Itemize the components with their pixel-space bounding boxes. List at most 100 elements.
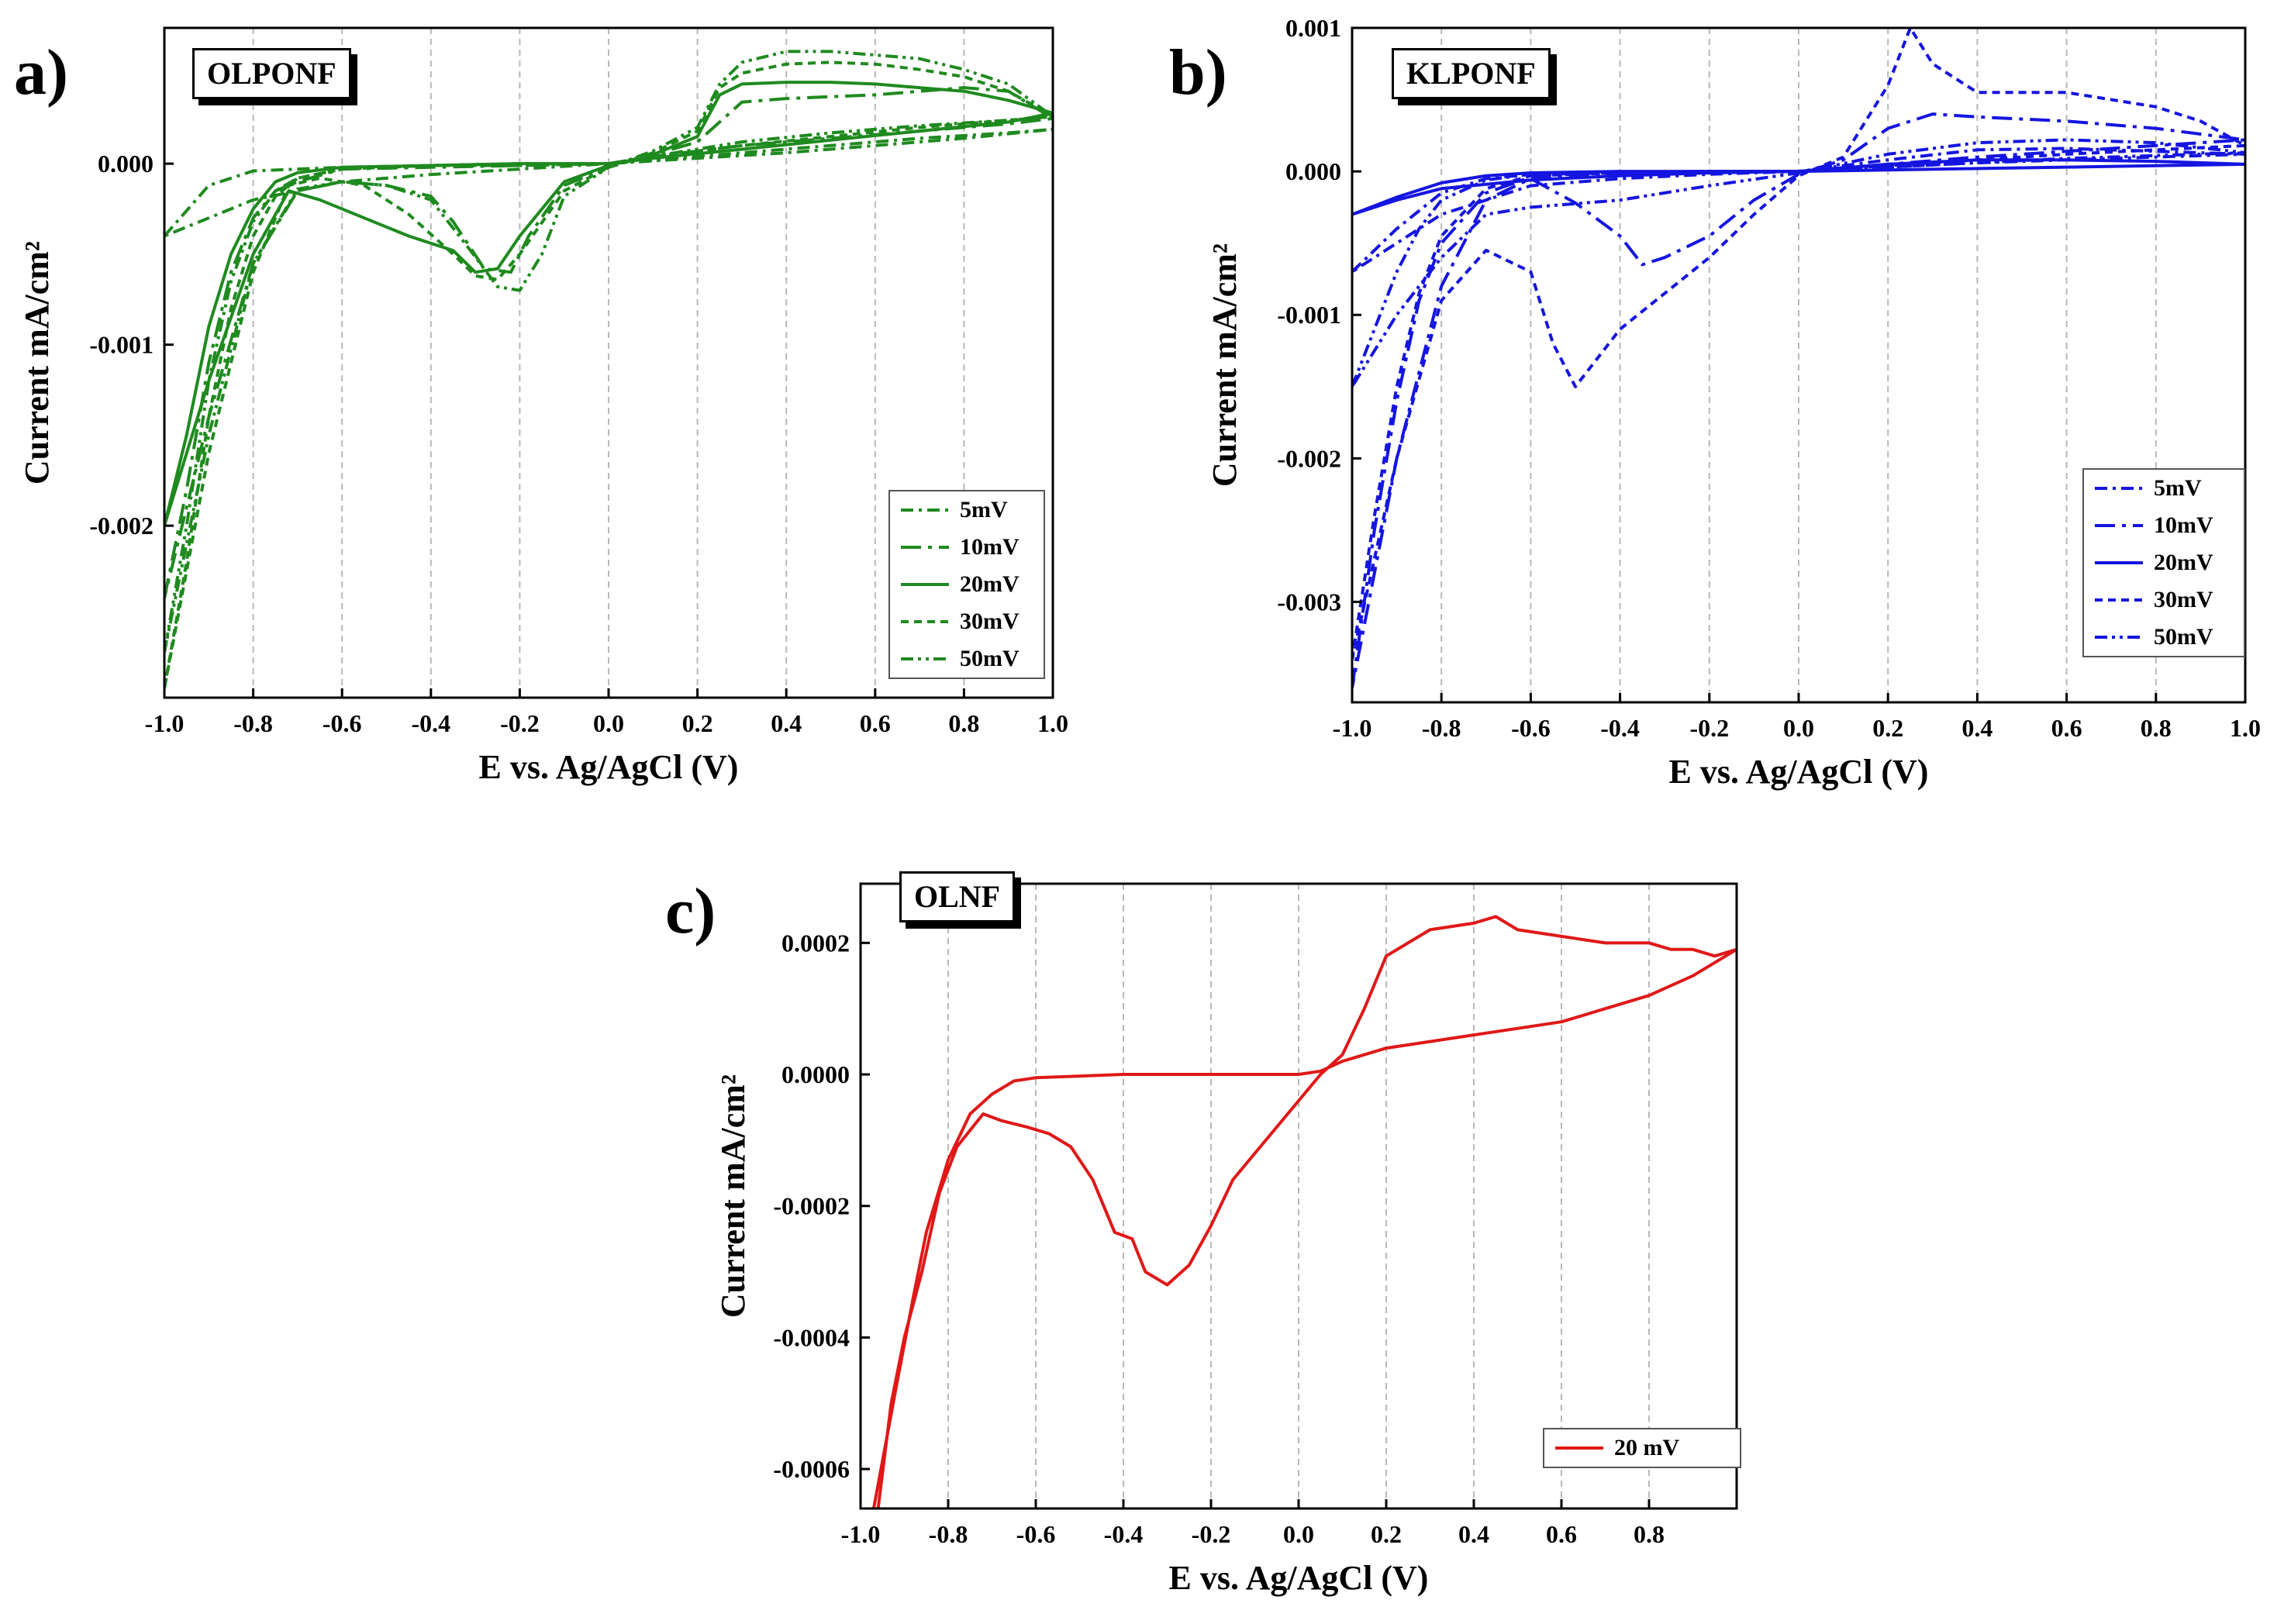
x-axis-title: E vs. Ag/AgCl (V) <box>1669 753 1929 791</box>
legend-swatch <box>1555 1446 1603 1450</box>
x-tick-label: -0.6 <box>1511 714 1551 742</box>
legend-entry: 5mV <box>2084 470 2244 507</box>
x-tick-label: -0.4 <box>1104 1520 1144 1548</box>
chart-c: -1.0 -0.8 -0.6 -0.4 -0.2 0.0 0.2 0.4 0.6 0.8 0.000… <box>714 882 1738 1597</box>
legend-b: 5mV 10mV 20mV 30mV 50mV <box>2082 468 2245 657</box>
legend-entry: 20 mV <box>1544 1429 1740 1467</box>
y-tick-label: 0.0000 <box>781 1060 850 1088</box>
legend-swatch <box>2095 636 2143 639</box>
x-tick-label: -1.0 <box>841 1520 881 1548</box>
legend-swatch <box>2095 598 2143 602</box>
sample-tag-c: OLNF <box>899 871 1016 922</box>
y-axis-title: Current mA/cm² <box>714 1074 752 1318</box>
series-line-20mv <box>871 915 1737 1508</box>
legend-label: 10mV <box>960 534 1020 560</box>
legend-entry: 50mV <box>2084 619 2244 656</box>
x-tick-label: -0.2 <box>500 709 540 737</box>
legend-entry: 50mV <box>890 640 1044 678</box>
legend-entry: 20mV <box>2084 544 2244 581</box>
panel-letter-b: b) <box>1169 36 1227 109</box>
series-line-50mv <box>164 50 1053 653</box>
x-tick-label: -0.8 <box>233 709 273 737</box>
x-tick-label: 1.0 <box>1037 709 1068 737</box>
y-tick-label: -0.001 <box>1277 301 1341 329</box>
legend-label: 5mV <box>960 497 1008 522</box>
legend-label: 20mV <box>960 571 1020 597</box>
legend-label: 30mV <box>2154 587 2213 612</box>
legend-swatch <box>2095 524 2143 527</box>
legend-a: 5mV 10mV 20mV 30mV 50mV <box>888 490 1045 679</box>
x-axis-title: E vs. Ag/AgCl (V) <box>479 748 739 786</box>
x-tick-label: 1.0 <box>2230 714 2261 742</box>
y-tick-label: -0.002 <box>89 512 154 540</box>
legend-entry: 10mV <box>890 529 1044 566</box>
legend-swatch <box>901 620 949 623</box>
x-tick-label: 0.4 <box>1961 714 1992 742</box>
x-tick-label: 0.4 <box>1458 1520 1489 1548</box>
legend-label: 20 mV <box>1614 1435 1680 1460</box>
x-tick-label: 0.8 <box>1634 1520 1665 1548</box>
y-tick-label: -0.0006 <box>773 1455 850 1483</box>
legend-c: 20 mV <box>1543 1428 1741 1468</box>
legend-label: 20mV <box>2154 550 2213 575</box>
y-axis-title: Current mA/cm² <box>18 241 56 484</box>
series-line-30mv <box>1352 28 2245 660</box>
chart-b: -1.0 -0.8 -0.6 -0.4 -0.2 0.0 0.2 0.4 0.6 0.8 1.0 0.… <box>1206 14 2261 791</box>
panel-b: b) -1.0 -0.8 -0.6 -0.4 -0.2 0.0 0.2 0.4 0.6 0.8 1.… <box>1155 0 2284 806</box>
x-tick-label: 0.2 <box>1872 714 1903 742</box>
legend-swatch <box>901 657 949 660</box>
x-tick-label: 0.8 <box>948 709 979 737</box>
panel-letter-a: a) <box>14 36 68 109</box>
x-tick-label: 0.6 <box>1546 1520 1577 1548</box>
legend-label: 50mV <box>2154 624 2213 650</box>
legend-swatch <box>2095 487 2143 490</box>
y-tick-label: -0.0004 <box>773 1323 850 1351</box>
legend-entry: 30mV <box>890 603 1044 640</box>
legend-entry: 10mV <box>2084 507 2244 544</box>
legend-entry: 30mV <box>2084 581 2244 619</box>
x-tick-label: 0.0 <box>1283 1520 1314 1548</box>
legend-entry: 5mV <box>890 491 1044 529</box>
panel-a: a) -1.0 -0.8 -0.6 -0.4 -0.2 0.0 0.2 0.4 0.6 0.8 1.… <box>0 0 1116 806</box>
series-line-10mv <box>1352 112 2245 688</box>
x-tick-label: -0.8 <box>1422 714 1461 742</box>
sample-tag-b: KLPONF <box>1392 48 1551 99</box>
y-tick-label: 0.000 <box>1285 157 1341 185</box>
x-tick-label: -0.6 <box>1016 1520 1056 1548</box>
legend-entry: 20mV <box>890 566 1044 603</box>
x-axis-title: E vs. Ag/AgCl (V) <box>1169 1559 1429 1597</box>
x-tick-label: 0.0 <box>593 709 624 737</box>
sample-tag-a: OLPONF <box>192 48 351 99</box>
panel-letter-c: c) <box>665 875 716 947</box>
plot-frame <box>859 882 1738 1510</box>
x-tick-label: -0.4 <box>1600 714 1640 742</box>
x-tick-label: -0.8 <box>929 1520 968 1548</box>
x-tick-label: -1.0 <box>145 709 185 737</box>
series-line-20mv <box>164 81 1053 526</box>
y-tick-label: -0.001 <box>89 331 154 359</box>
panel-c: c) -1.0 -0.8 -0.6 -0.4 -0.2 0.0 0.2 0.4 0.6 0.8 0.… <box>651 837 1768 1624</box>
x-tick-label: 0.6 <box>860 709 891 737</box>
x-tick-label: -0.6 <box>323 709 362 737</box>
legend-label: 50mV <box>960 646 1020 671</box>
legend-swatch <box>901 546 949 549</box>
legend-label: 10mV <box>2154 512 2213 538</box>
y-tick-label: -0.002 <box>1277 444 1341 472</box>
x-tick-label: 0.8 <box>2141 714 2172 742</box>
y-tick-label: -0.0002 <box>773 1192 850 1220</box>
y-tick-label: 0.0002 <box>781 929 850 957</box>
series-line-10mv <box>164 86 1053 599</box>
y-axis-title: Current mA/cm² <box>1206 243 1244 487</box>
chart-a: -1.0 -0.8 -0.6 -0.4 -0.2 0.0 0.2 0.4 0.6 0.8 1.0 0.… <box>18 26 1068 786</box>
legend-label: 30mV <box>960 609 1020 634</box>
legend-swatch <box>901 509 949 512</box>
y-tick-label: 0.000 <box>98 150 154 178</box>
x-tick-label: 0.2 <box>1371 1520 1402 1548</box>
x-tick-label: 0.0 <box>1783 714 1814 742</box>
x-tick-label: 0.4 <box>771 709 802 737</box>
series-line-20mv <box>1352 158 2245 216</box>
x-tick-label: -0.2 <box>1689 714 1729 742</box>
legend-swatch <box>2095 561 2143 564</box>
y-tick-label: -0.003 <box>1277 588 1341 615</box>
x-tick-label: -0.2 <box>1192 1520 1231 1548</box>
